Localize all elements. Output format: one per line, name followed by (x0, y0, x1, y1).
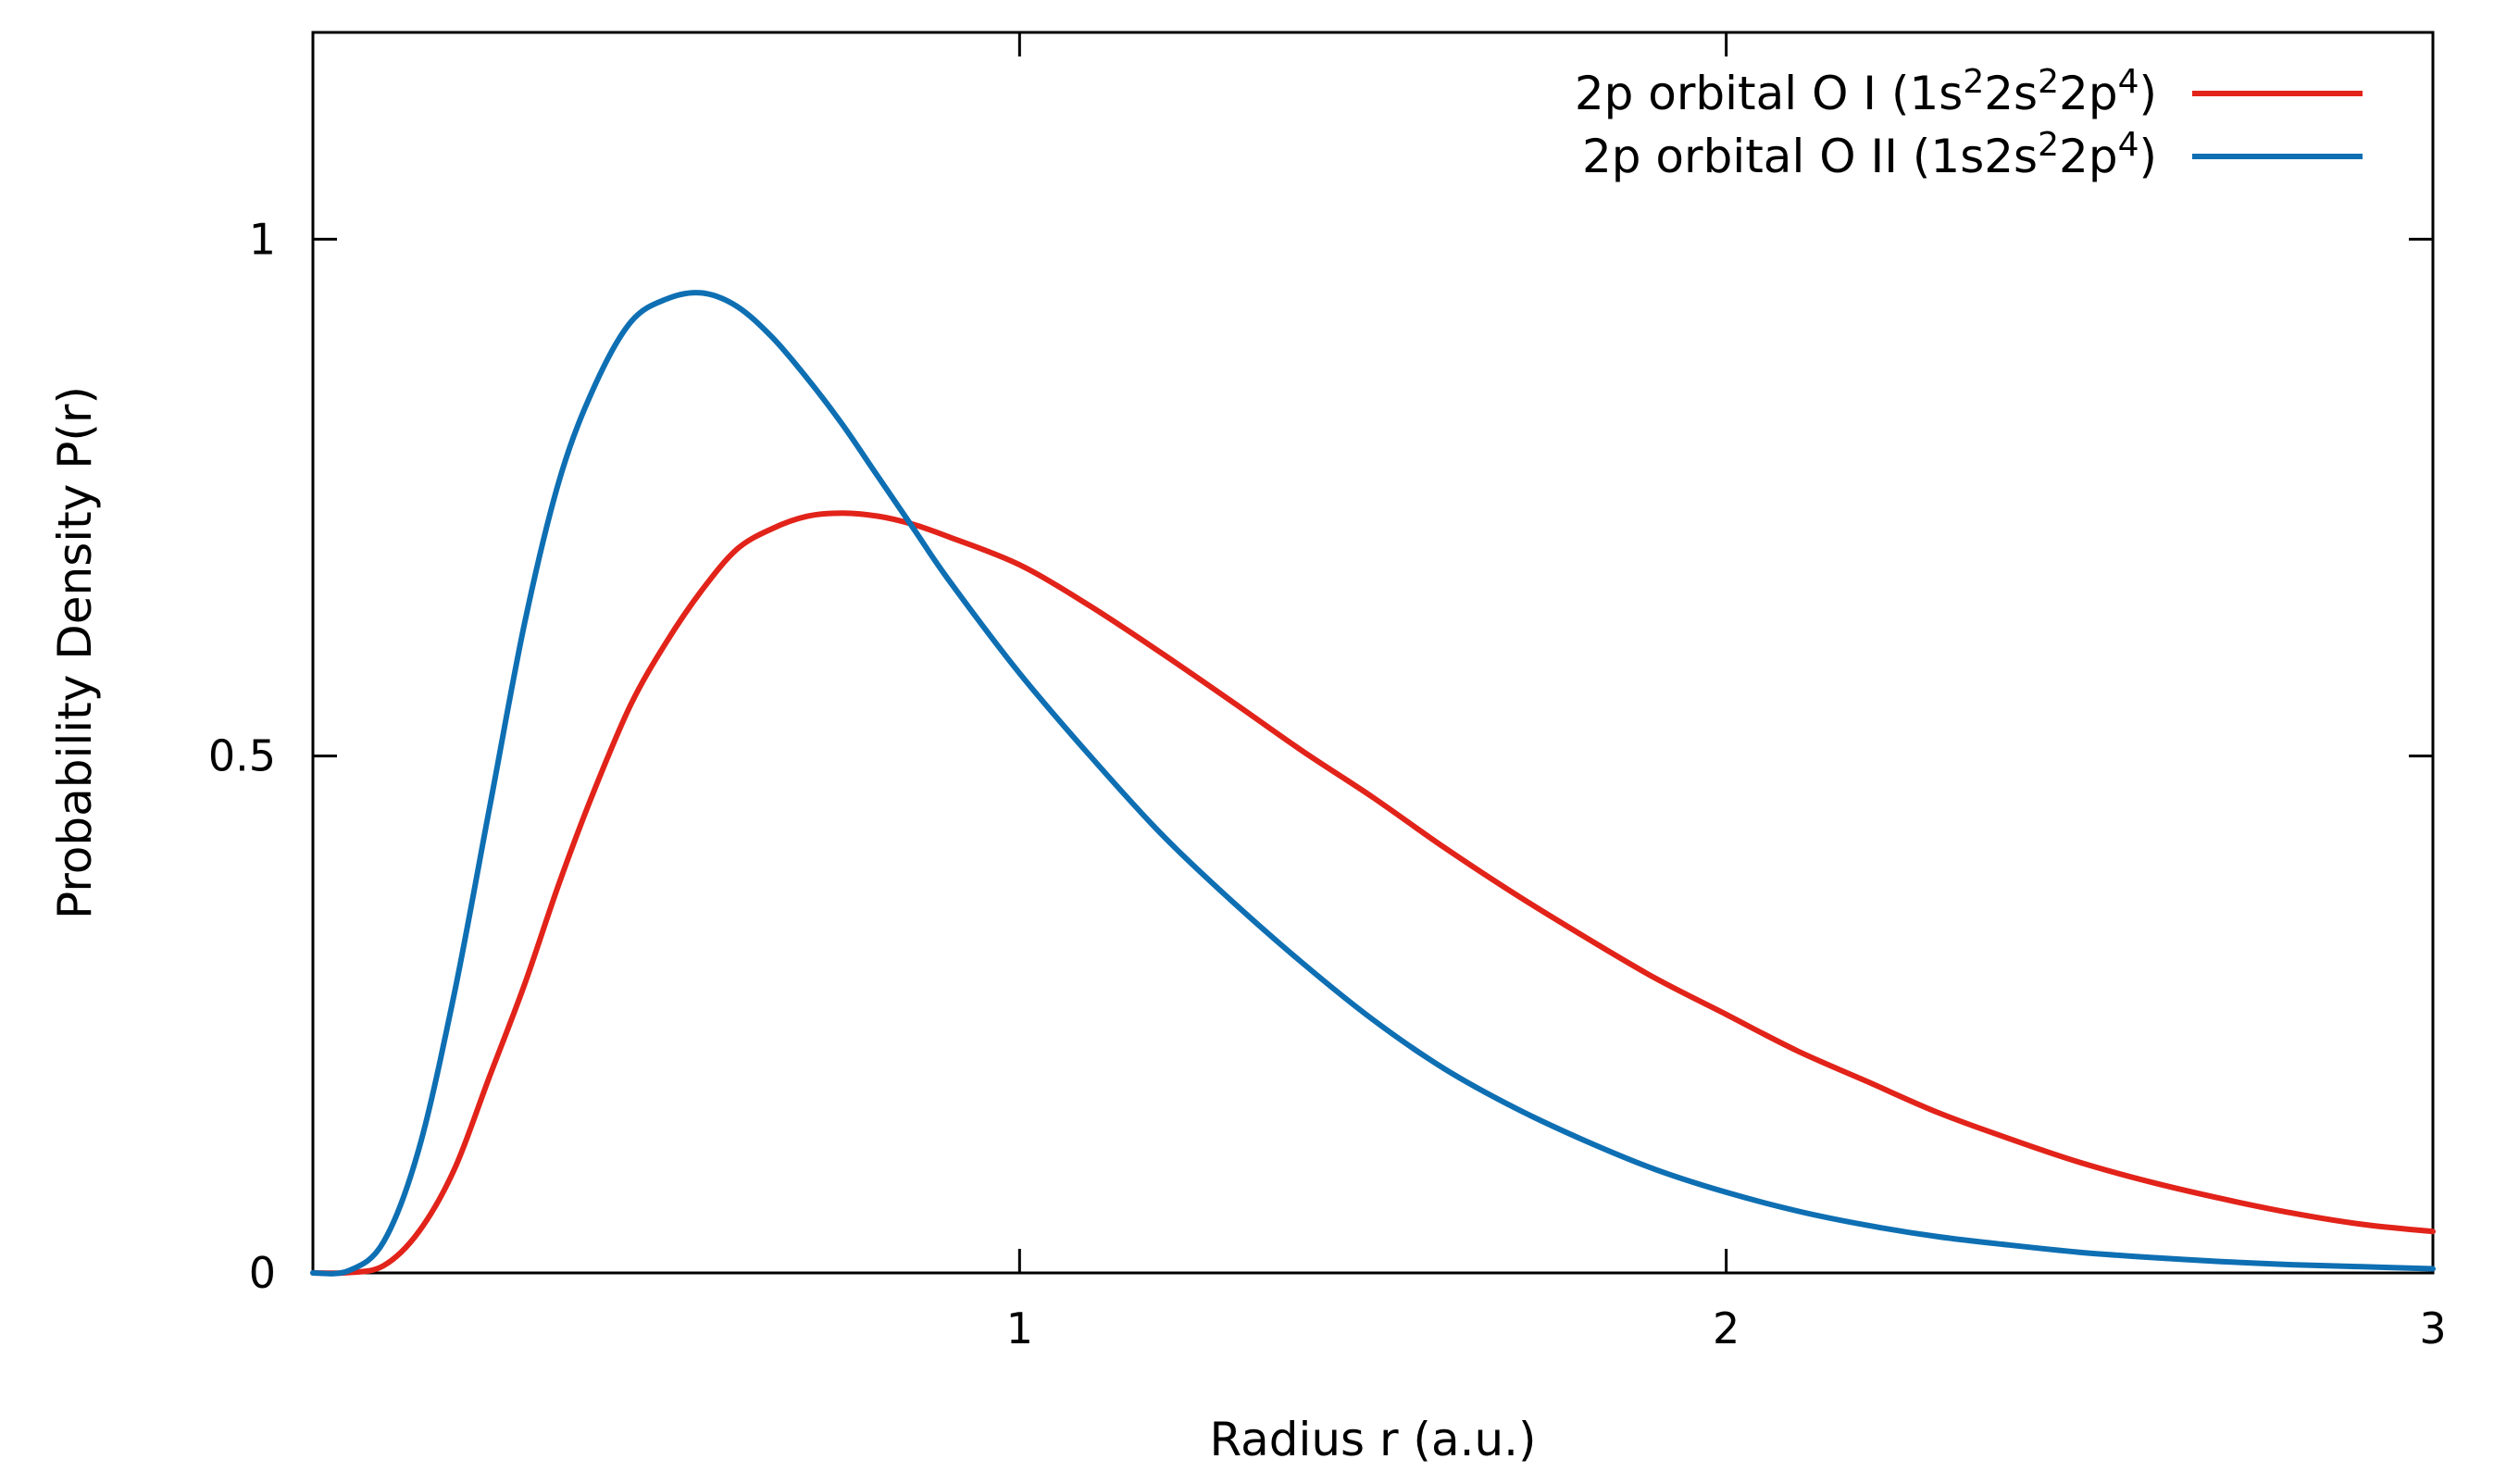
series-line-2 (310, 290, 2436, 1277)
x-tick-label: 3 (2419, 1303, 2446, 1353)
axis-ticks: 1 2 3 0 0.5 1 (208, 32, 2447, 1353)
legend-label-2: 2p orbital O II (1s2s22p4) (1582, 126, 2157, 183)
y-tick-label: 0.5 (208, 731, 276, 781)
y-axis-title: Probability Density P(r) (48, 386, 102, 919)
plot-frame (311, 31, 2435, 1275)
legend: 2p orbital O I (1s22s22p4) 2p orbital O I… (1575, 63, 2363, 183)
series-line-1 (310, 510, 2436, 1277)
x-axis-title: Radius r (a.u.) (1209, 1413, 1536, 1466)
legend-label-1: 2p orbital O I (1s22s22p4) (1575, 63, 2157, 120)
y-tick-label: 0 (249, 1248, 276, 1298)
x-tick-label: 1 (1006, 1303, 1033, 1353)
series-lines (310, 290, 2436, 1277)
x-tick-label: 2 (1713, 1303, 1740, 1353)
y-tick-label: 1 (249, 214, 276, 264)
